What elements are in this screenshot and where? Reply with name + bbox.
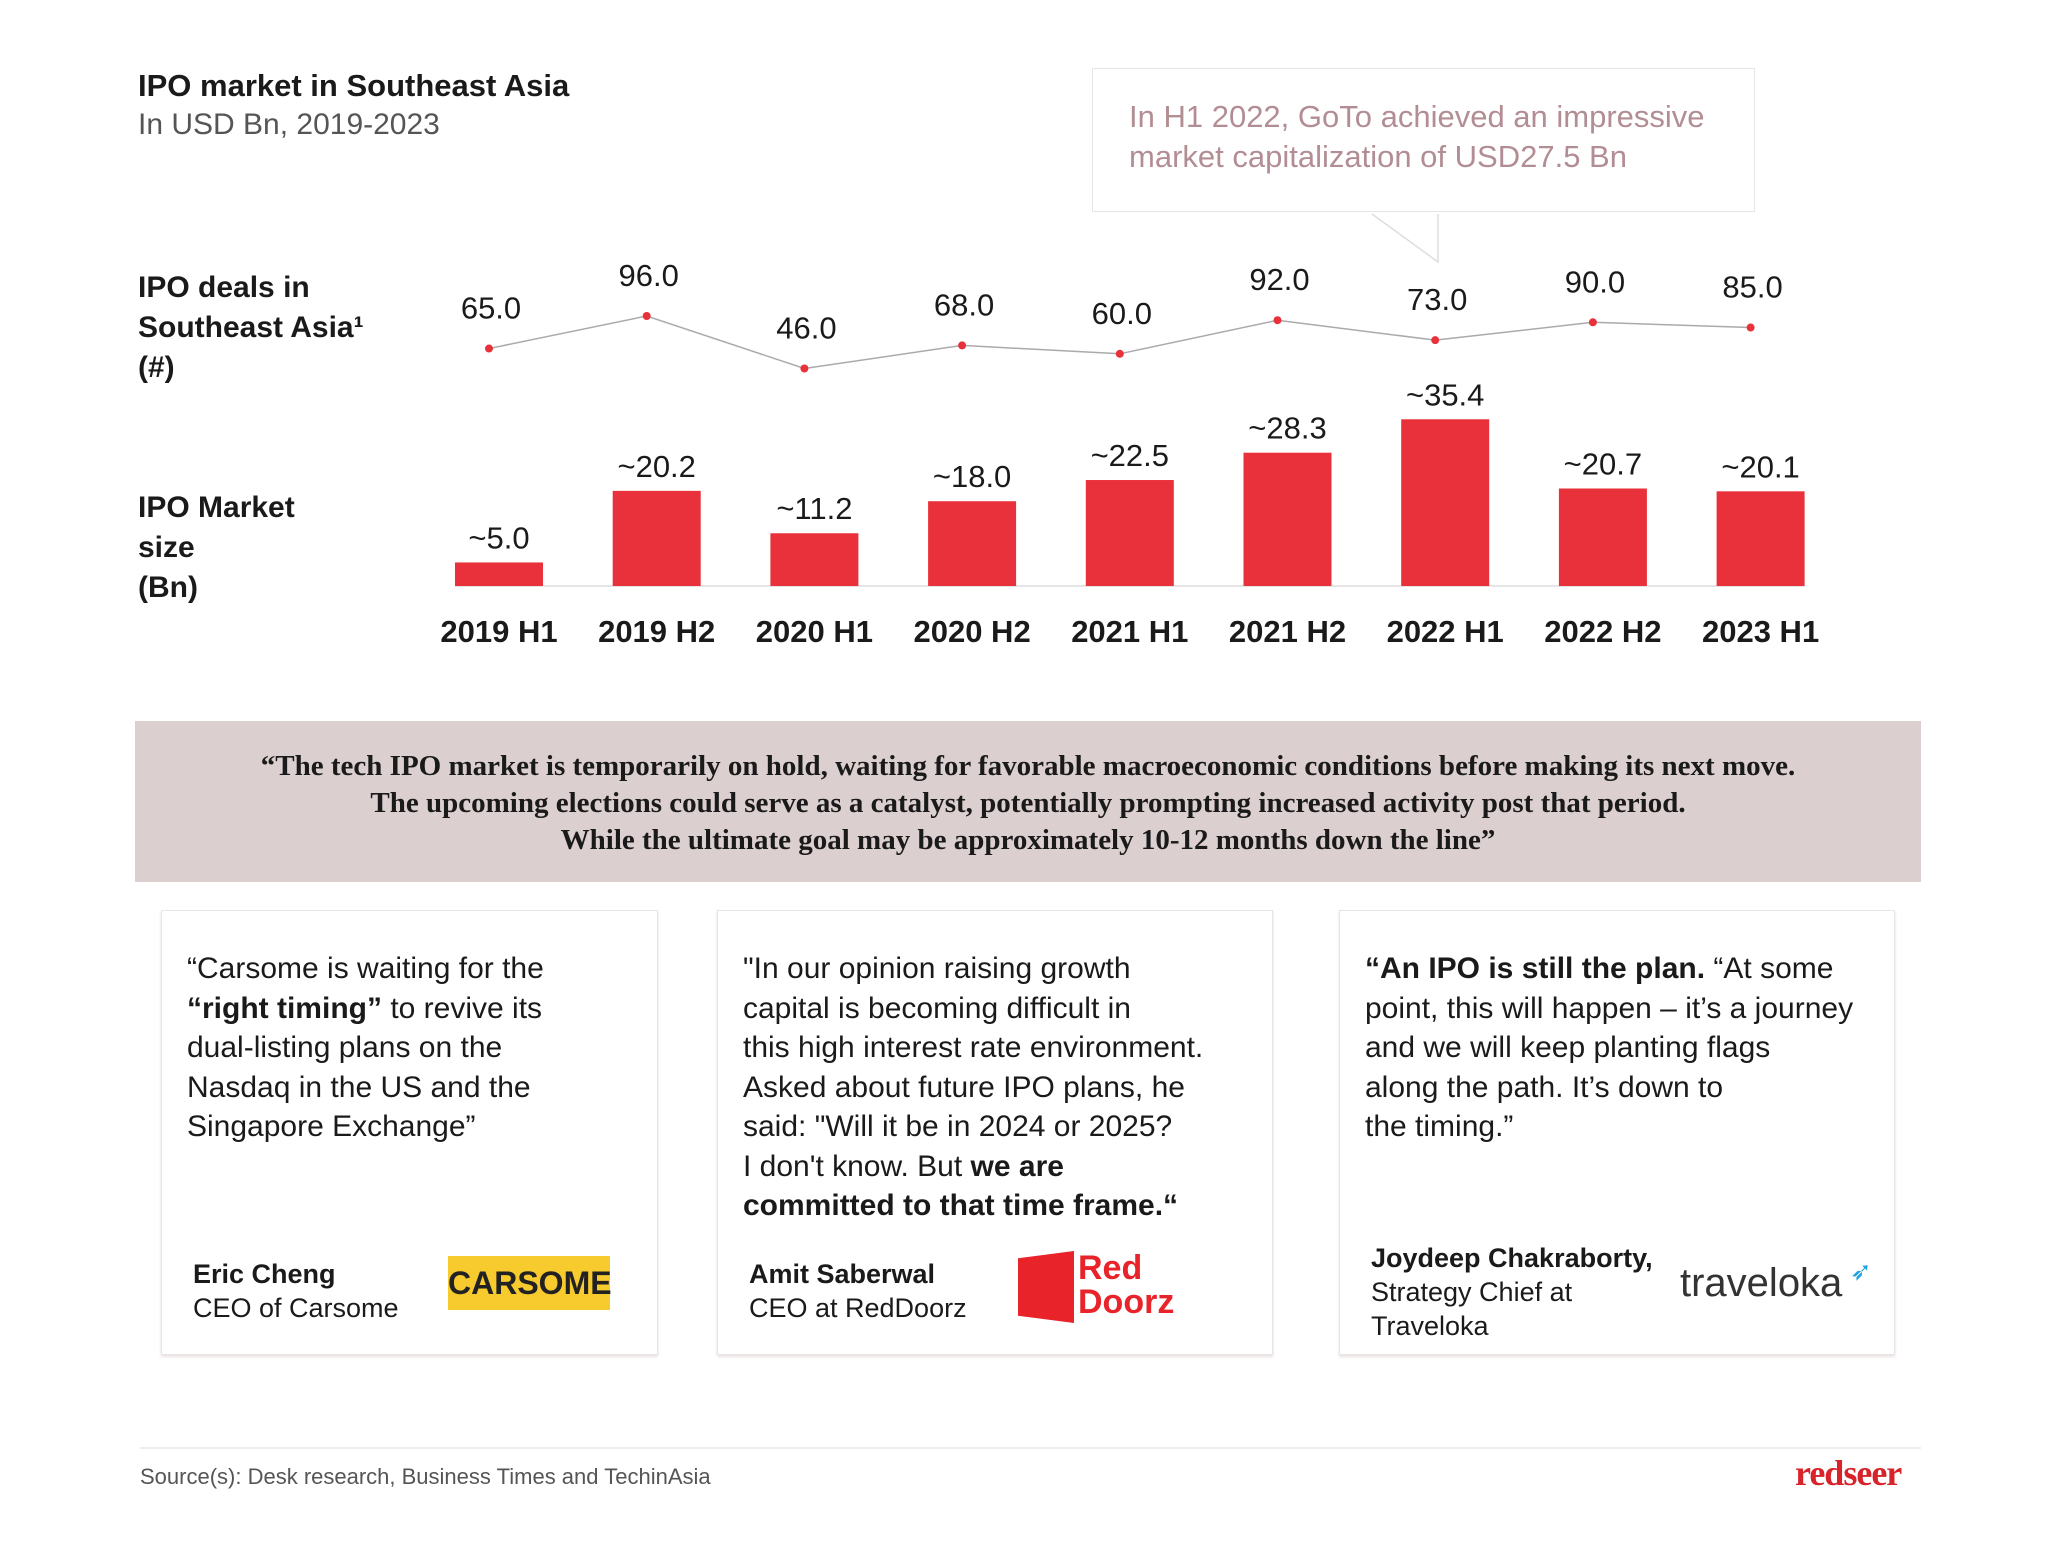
callout-annotation: In H1 2022, GoTo achieved an impressive … <box>1092 68 1755 212</box>
quote-card-carsome: “Carsome is waiting for the “right timing… <box>161 910 658 1355</box>
size-label: ~35.4 <box>1406 377 1484 412</box>
label-line: (Bn) <box>138 571 198 604</box>
quote-card-traveloka: “An IPO is still the plan. “At some point… <box>1339 910 1895 1355</box>
person-name: Eric Cheng <box>193 1259 336 1289</box>
source-note: Source(s): Desk research, Business Times… <box>140 1464 711 1489</box>
quote-line: The upcoming elections could serve as a … <box>370 787 1686 819</box>
deals-point <box>1588 318 1597 327</box>
label-line: IPO Market <box>138 491 295 524</box>
footer-divider <box>140 1447 1921 1449</box>
size-label: ~20.2 <box>617 449 695 484</box>
size-bar <box>1558 488 1647 586</box>
label-line: (#) <box>138 351 175 384</box>
deals-point <box>958 341 967 350</box>
quote-card-reddoorz: "In our opinion raising growth capital is… <box>717 910 1273 1355</box>
x-tick-label: 2019 H2 <box>598 614 715 649</box>
size-label: ~20.1 <box>1721 449 1799 484</box>
reddoorz-logo: Red Doorz <box>1078 1249 1175 1321</box>
size-bar <box>612 490 701 586</box>
deals-point <box>642 312 651 320</box>
deals-label: 68.0 <box>934 287 994 322</box>
label-line: size <box>138 531 195 564</box>
x-tick-label: 2020 H1 <box>756 614 873 649</box>
deals-point <box>1746 323 1755 332</box>
deals-label: 73.0 <box>1407 282 1467 317</box>
chart-subtitle: In USD Bn, 2019-2023 <box>138 108 440 141</box>
size-bar <box>770 533 859 586</box>
deals-label: 65.0 <box>461 291 521 326</box>
deals-point <box>1115 349 1124 358</box>
card-quote: "In our opinion raising growth capital is… <box>743 952 1204 1222</box>
person-role: CEO of Carsome <box>193 1293 399 1323</box>
card-attribution: Eric Cheng CEO of Carsome <box>193 1257 399 1325</box>
reddoorz-door-icon <box>1018 1251 1074 1323</box>
x-tick-label: 2020 H2 <box>913 614 1030 649</box>
person-name: Joydeep Chakraborty, <box>1371 1243 1653 1273</box>
size-label: ~5.0 <box>468 520 529 555</box>
x-tick-label: 2021 H1 <box>1071 614 1188 649</box>
quote-line: While the ultimate goal may be approxima… <box>560 824 1496 856</box>
deals-label: 96.0 <box>619 258 679 293</box>
person-name: Amit Saberwal <box>749 1259 936 1289</box>
deals-label: 92.0 <box>1249 262 1309 297</box>
size-row-label: IPO Market size (Bn) <box>138 488 295 608</box>
carsome-logo: CARSOME <box>448 1256 612 1310</box>
deals-label: 60.0 <box>1092 296 1152 331</box>
size-bar <box>1716 491 1805 586</box>
size-label: ~28.3 <box>1248 411 1326 446</box>
quote-band: “The tech IPO market is temporarily on h… <box>135 721 1921 882</box>
deals-row-label: IPO deals in Southeast Asia¹ (#) <box>138 268 364 388</box>
size-label: ~11.2 <box>776 491 852 526</box>
size-bar <box>928 501 1017 586</box>
redseer-logo: redseer <box>1795 1453 1902 1493</box>
deals-label: 90.0 <box>1565 264 1625 299</box>
traveloka-logo: traveloka <box>1680 1261 1843 1305</box>
size-label: ~20.7 <box>1564 447 1642 482</box>
x-tick-label: 2022 H2 <box>1544 614 1661 649</box>
x-tick-label: 2019 H1 <box>440 614 557 649</box>
deals-point <box>800 364 809 373</box>
callout-pointer <box>1371 213 1439 264</box>
x-tick-label: 2022 H1 <box>1387 614 1504 649</box>
card-attribution: Amit Saberwal CEO at RedDoorz <box>749 1257 967 1325</box>
label-line: IPO deals in <box>138 271 310 304</box>
card-quote: “An IPO is still the plan. “At some point… <box>1365 952 1854 1143</box>
deals-label: 85.0 <box>1722 270 1782 305</box>
x-tick-label: 2021 H2 <box>1229 614 1346 649</box>
card-quote: “Carsome is waiting for the “right timing… <box>187 952 544 1143</box>
quote-line: “The tech IPO market is temporarily on h… <box>260 750 1796 782</box>
deals-point <box>1431 336 1440 345</box>
chart: 65.0 ~5.0 2019 H1 96.0 ~20.2 2019 H2 46.0 ~11.2… <box>440 213 1819 649</box>
chart-title: IPO market in Southeast Asia <box>138 68 570 103</box>
size-bar <box>1401 419 1490 586</box>
bird-icon: ➶ <box>1850 1256 1872 1286</box>
size-label: ~22.5 <box>1091 438 1169 473</box>
label-line: Southeast Asia¹ <box>138 311 364 344</box>
card-attribution: Joydeep Chakraborty, Strategy Chief at Tr… <box>1371 1241 1671 1343</box>
x-tick-label: 2023 H1 <box>1702 614 1819 649</box>
size-bar <box>1243 452 1332 586</box>
deals-point <box>485 344 493 353</box>
person-role: CEO at RedDoorz <box>749 1293 967 1323</box>
size-bar <box>1085 480 1174 586</box>
size-bar <box>455 562 543 586</box>
size-label: ~18.0 <box>933 459 1011 494</box>
deals-label: 46.0 <box>776 311 836 346</box>
deals-point <box>1273 316 1282 325</box>
person-role: Strategy Chief at Traveloka <box>1371 1277 1573 1341</box>
